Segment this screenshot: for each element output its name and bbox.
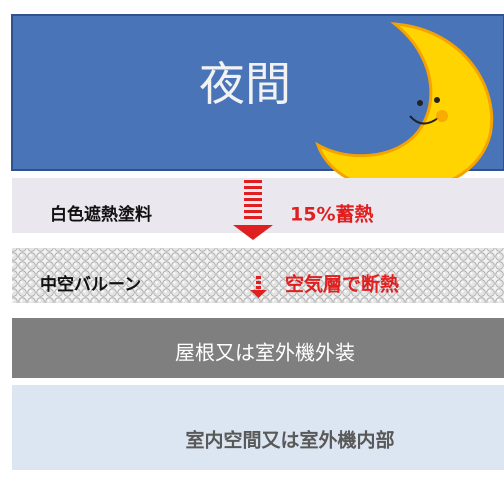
- layer-label: 中空バルーン: [40, 274, 141, 295]
- layer-label: 屋根又は室外機外装: [175, 341, 355, 365]
- layer-effect: 15%蓄熱: [290, 203, 373, 226]
- interior-layer: [12, 385, 504, 470]
- panel-title: 夜間: [199, 57, 291, 111]
- layer-label: 白色遮熱塗料: [50, 204, 152, 225]
- layer-effect: 空気層で断熱: [285, 273, 399, 296]
- layer-label: 室内空間又は室外機内部: [185, 429, 394, 452]
- diagram: 夜間 白色遮熱塗料 15%蓄熱 中空バルーン 空気層で断熱 屋根又は室外機外装 …: [0, 0, 504, 481]
